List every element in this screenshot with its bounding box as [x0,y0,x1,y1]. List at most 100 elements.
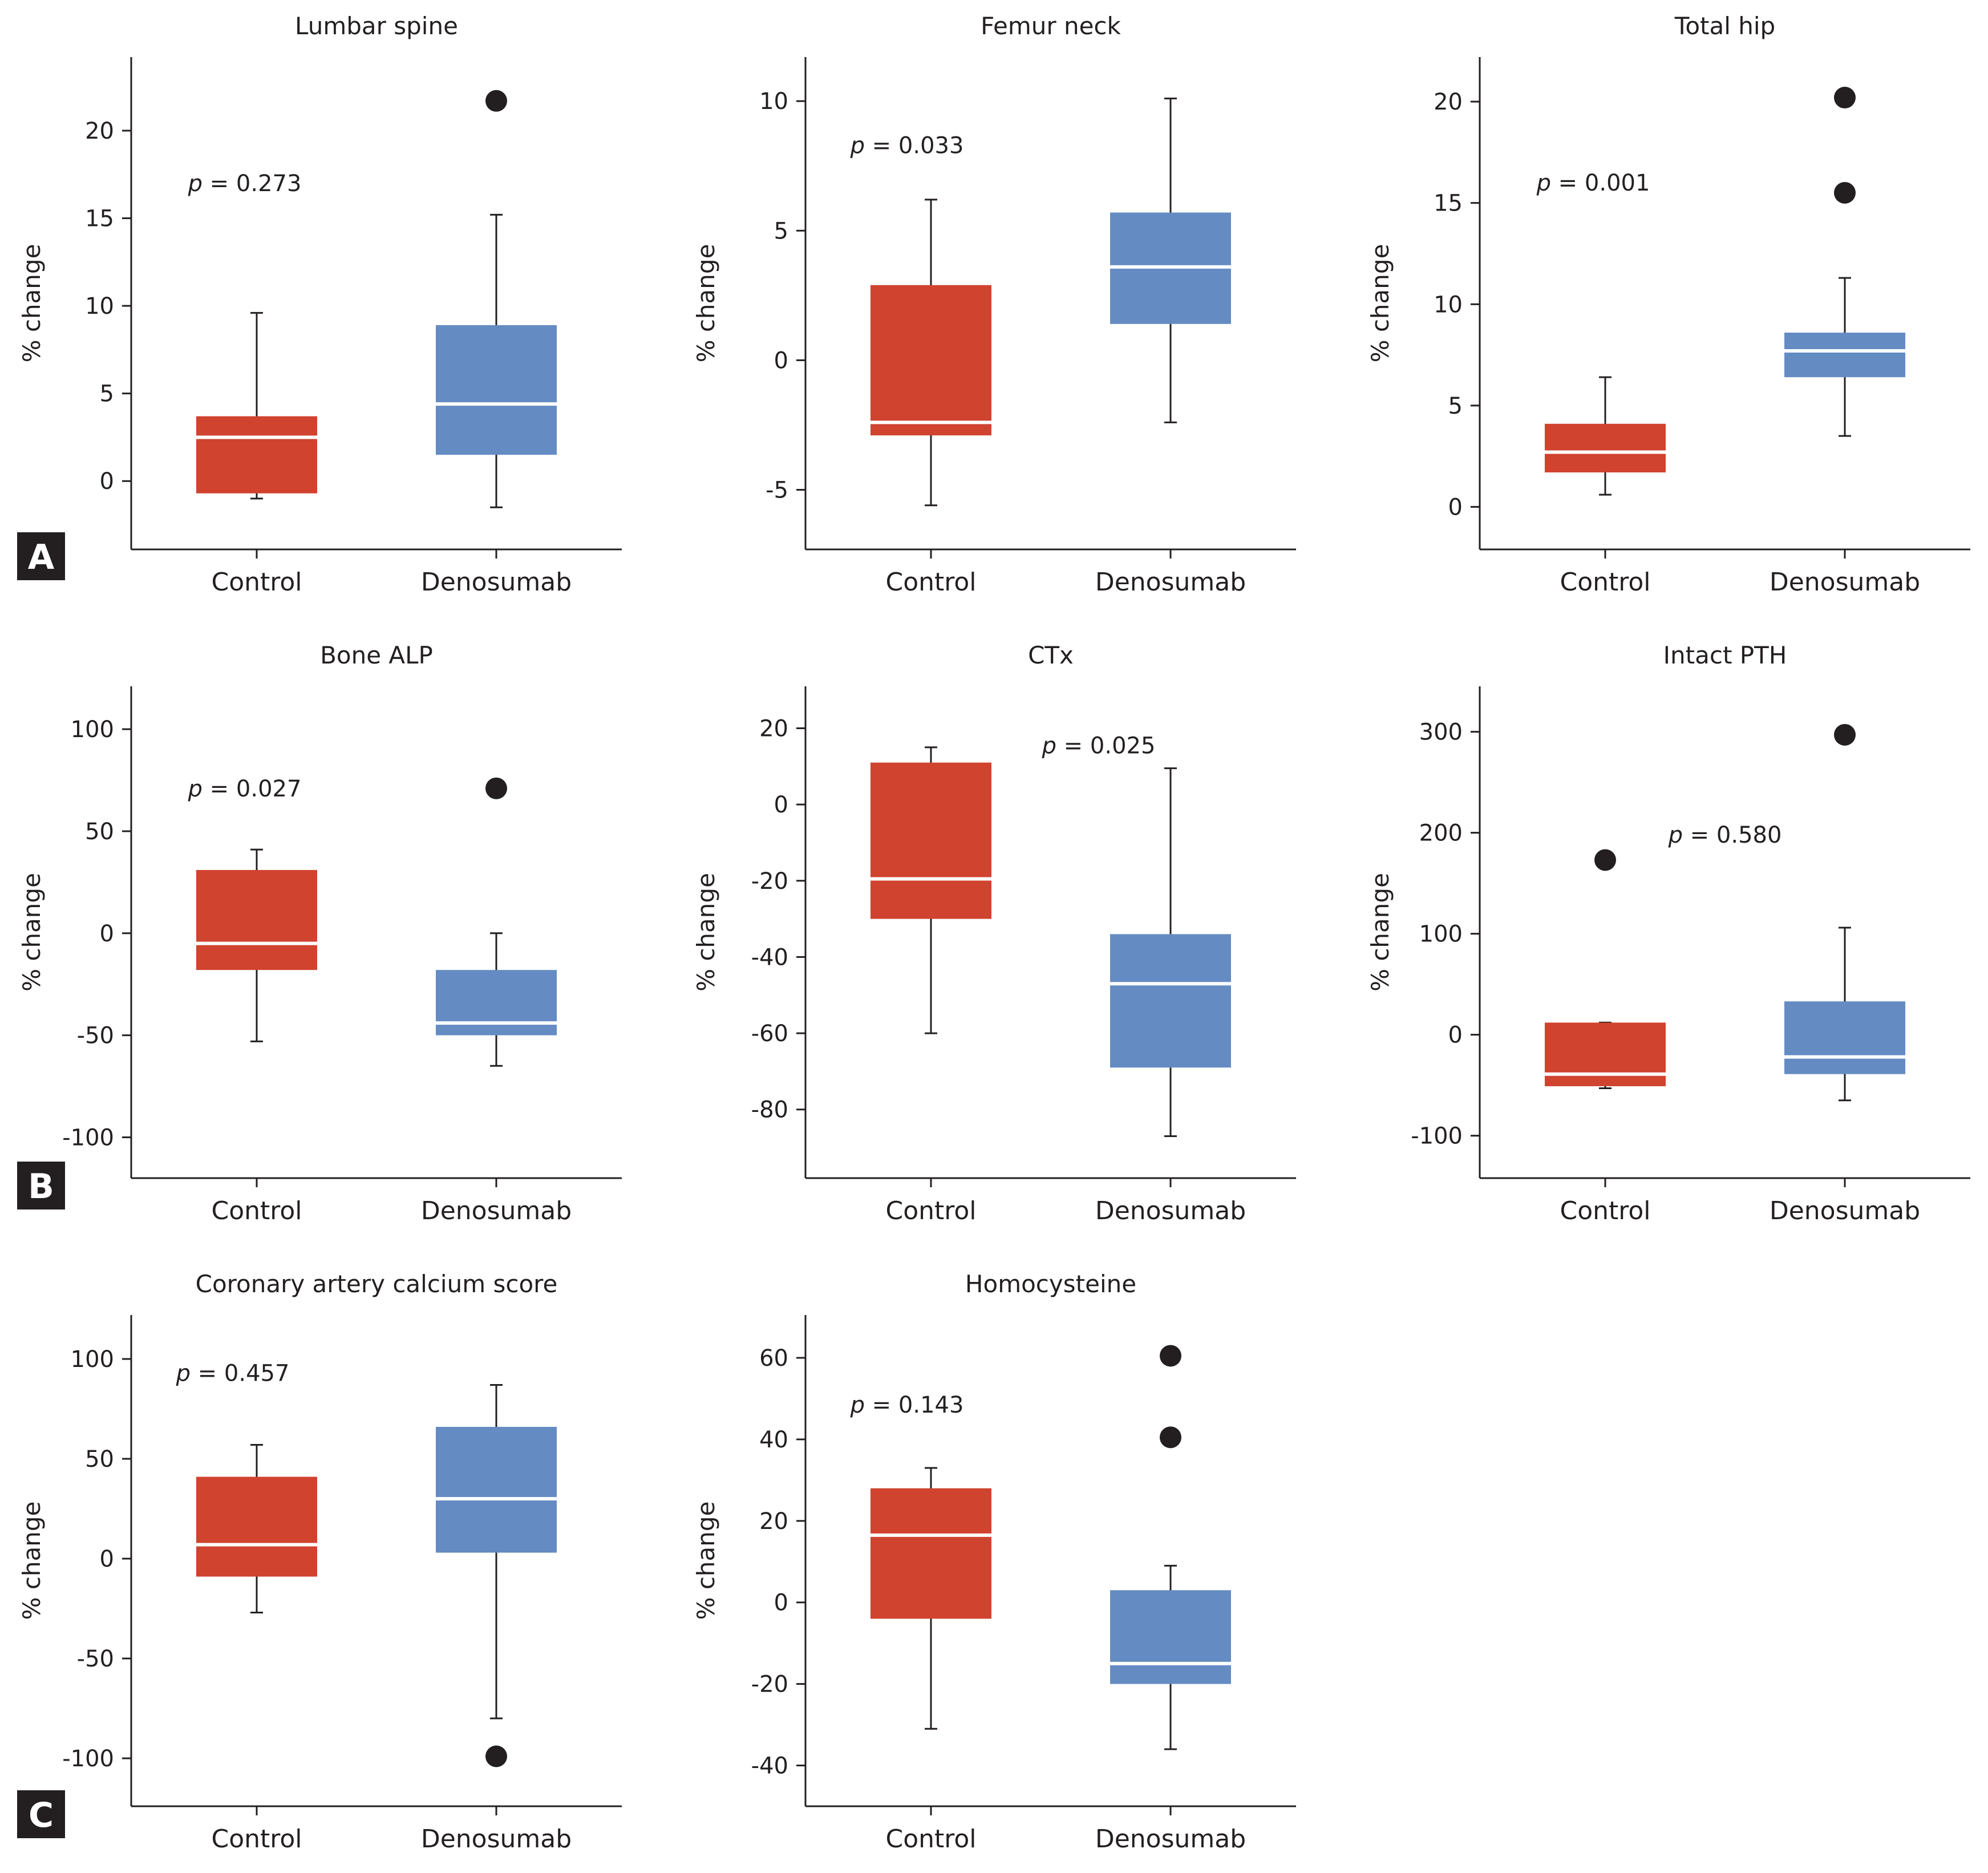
panel-letter-box [17,532,65,580]
y-tick-label: -20 [751,868,788,895]
y-axis-label: % change [692,1502,720,1620]
box-iqr [196,869,317,970]
p-symbol: p [188,171,203,197]
panel-letter-box [17,1790,65,1838]
box-denosumab [1110,98,1231,423]
p-value: = 0.001 [1551,170,1650,196]
x-tick-label: Denosumab [421,1196,572,1225]
box-iqr [436,970,557,1035]
chart-panel-2: -5 0 5 10 Control Denosumab Femur neck % change… [692,12,1296,597]
outlier-point [485,777,507,799]
panel-letter-box [17,1162,65,1209]
chart-title: Coronary artery calcium score [196,1270,558,1298]
p-value-annotation: p = 0.001 [1536,170,1650,196]
box-iqr [196,416,317,493]
y-tick-label: -100 [1411,1123,1463,1150]
p-value-annotation: p = 0.143 [850,1392,964,1418]
y-tick-label: 0 [774,1590,788,1616]
y-tick-label: 0 [100,921,114,947]
box-control [870,199,991,507]
y-tick-label: 0 [100,1546,114,1572]
y-tick-label: -100 [62,1746,114,1772]
chart-panel-1: 0 5 10 15 20 Control Denosumab Lumbar spine % ch… [18,12,622,597]
chart-title: Bone ALP [320,641,433,669]
x-tick-label: Control [1560,1196,1650,1225]
y-tick-label: 15 [1434,191,1463,217]
y-tick-label: -50 [77,1646,114,1672]
panel-letter-b: B [17,1162,65,1209]
y-tick-label: -40 [751,1753,788,1779]
box-iqr [1110,934,1231,1068]
x-tick-label: Control [885,1825,976,1854]
y-tick-label: 50 [85,819,114,845]
outlier-point [1834,723,1856,746]
y-tick-label: -100 [62,1124,114,1151]
y-tick-label: 100 [71,1346,114,1373]
x-tick-label: Denosumab [1095,568,1246,597]
p-symbol: p [188,776,203,802]
box-iqr [436,325,557,455]
y-axis-label: % change [18,1502,46,1620]
box-iqr [196,1476,317,1577]
outlier-point [1834,87,1856,109]
box-control [196,312,317,500]
chart-title: Lumbar spine [295,12,458,40]
y-tick-label: 40 [759,1427,788,1453]
chart-panel-4: 100 50 0 -50 -100 Control Denosumab Bone ALP % c… [18,641,622,1225]
box-denosumab [1784,723,1905,1102]
y-axis-label: % change [1366,873,1394,992]
y-tick-label: 20 [1434,89,1463,115]
p-value: = 0.273 [203,171,301,197]
box-iqr [870,285,991,436]
chart-title: Femur neck [981,12,1121,40]
x-tick-label: Denosumab [1770,1196,1920,1225]
box-denosumab [436,777,557,1067]
box-iqr [1545,423,1666,473]
p-value-annotation: p = 0.033 [850,132,964,159]
x-tick-label: Control [211,1196,302,1225]
p-value: = 0.580 [1683,822,1781,848]
box-denosumab [436,90,557,508]
p-symbol: p [1668,822,1683,848]
chart-panel-6: 300 200 100 0 -100 Control Denosumab Intact PTH… [1366,641,1970,1225]
y-tick-label: -50 [77,1023,114,1049]
y-axis-label: % change [1366,244,1394,363]
box-denosumab [1784,87,1905,437]
y-tick-label: 300 [1419,719,1463,746]
y-axis-label: % change [18,873,46,992]
p-symbol: p [1536,170,1551,196]
y-tick-label: 200 [1419,820,1463,847]
p-value: = 0.025 [1056,733,1155,759]
box-denosumab [436,1384,557,1767]
y-tick-label: 100 [1419,921,1463,948]
y-tick-label: 0 [1448,1022,1463,1049]
box-iqr [1545,1022,1666,1086]
panel-letter-a: A [17,532,65,580]
y-tick-label: 10 [85,293,114,319]
x-tick-label: Denosumab [1770,568,1920,597]
outlier-point [1594,849,1616,871]
y-tick-label: 20 [85,118,114,144]
y-tick-label: 10 [1434,292,1463,318]
chart-panel-8: 60 40 20 0 -20 -40 Control Denosumab Homocystein… [692,1270,1296,1854]
y-tick-label: 50 [85,1446,114,1472]
box-iqr [870,762,991,919]
y-tick-label: 5 [100,381,114,407]
p-value-annotation: p = 0.273 [188,171,302,197]
p-value-annotation: p = 0.580 [1668,822,1782,848]
p-value: = 0.143 [865,1392,963,1418]
y-tick-label: 20 [759,1508,788,1535]
chart-title: Intact PTH [1663,641,1787,669]
x-tick-label: Control [211,568,302,597]
box-control [196,848,317,1042]
p-symbol: p [850,1392,865,1418]
x-tick-label: Control [885,568,976,597]
y-tick-label: 60 [759,1345,788,1372]
box-iqr [1784,332,1905,378]
box-iqr [1784,1001,1905,1074]
outlier-point [1160,1426,1181,1449]
panel-letter-c: C [17,1790,65,1838]
y-tick-label: 0 [774,792,788,818]
x-tick-label: Control [211,1825,302,1854]
